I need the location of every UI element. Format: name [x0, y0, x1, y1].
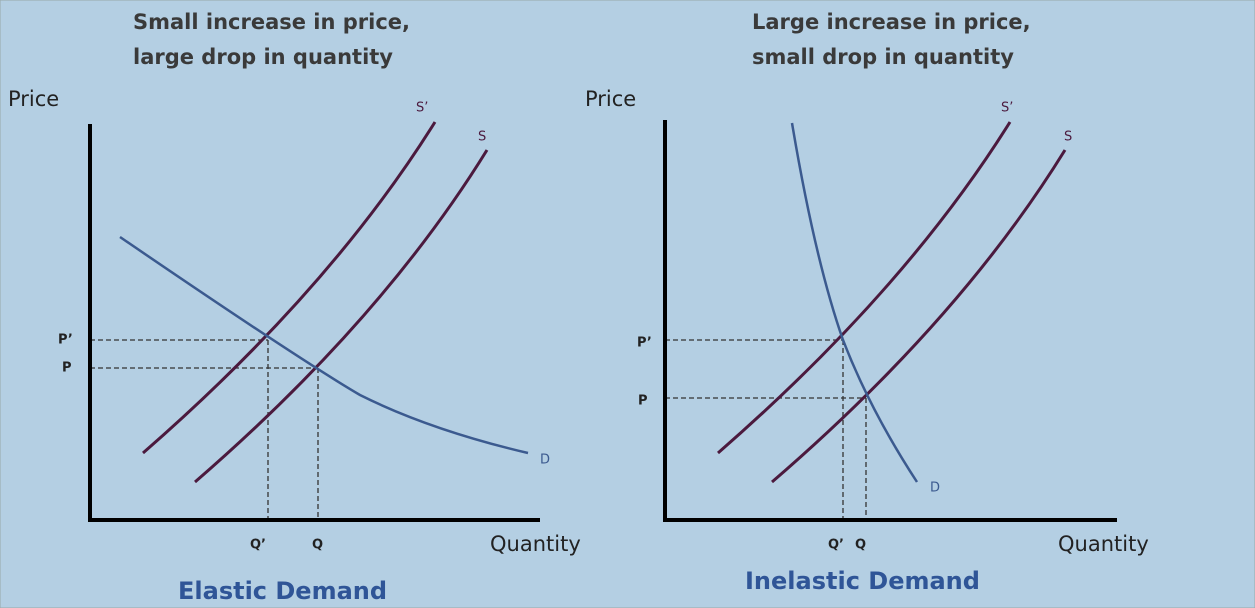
heading: small drop in quantity [752, 45, 1014, 69]
heading: large drop in quantity [133, 45, 393, 69]
price-label: P [638, 394, 648, 409]
elastic-panel: Small increase in price, large drop in q… [8, 10, 581, 605]
heading: Large increase in price, [752, 10, 1031, 34]
supply-curve [771, 149, 1067, 484]
inelastic-panel: Large increase in price, small drop in q… [585, 10, 1149, 595]
supply-curve [194, 149, 489, 484]
price-label: P’ [637, 336, 652, 351]
caption: Inelastic Demand [745, 567, 980, 595]
curve-label: S [1064, 130, 1072, 145]
curve-label: S [478, 130, 486, 145]
y-axis-label: Price [8, 87, 59, 111]
supply-curve [142, 121, 437, 455]
price-label: P [62, 361, 72, 376]
price-label: P’ [58, 333, 73, 348]
caption: Elastic Demand [178, 577, 387, 605]
curve-label: D [930, 481, 940, 496]
curve-label: S’ [1001, 101, 1013, 116]
y-axis-label: Price [585, 87, 636, 111]
x-axis-label: Quantity [1058, 532, 1149, 556]
demand-curve [790, 122, 919, 483]
curve-label: D [540, 453, 550, 468]
quantity-label: Q’ [250, 538, 266, 553]
quantity-label: Q [855, 538, 866, 553]
x-axis-label: Quantity [490, 532, 581, 556]
supply-curve [717, 121, 1012, 455]
demand-curve [119, 235, 529, 455]
curve-label: S’ [416, 101, 428, 116]
quantity-label: Q’ [828, 538, 844, 553]
quantity-label: Q [312, 538, 323, 553]
heading: Small increase in price, [133, 10, 410, 34]
